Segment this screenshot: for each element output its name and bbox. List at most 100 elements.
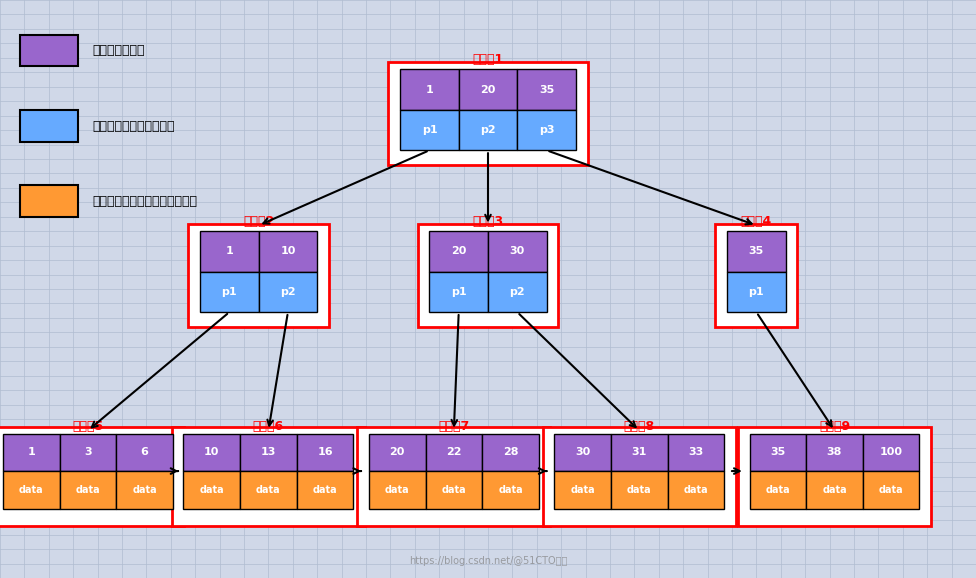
Text: p1: p1 bbox=[749, 287, 764, 297]
FancyBboxPatch shape bbox=[543, 427, 736, 526]
Text: 数据页5: 数据页5 bbox=[72, 421, 103, 434]
Bar bbox=[863, 434, 919, 471]
Text: 31: 31 bbox=[631, 447, 647, 457]
Bar bbox=[459, 110, 517, 150]
FancyBboxPatch shape bbox=[188, 224, 329, 327]
Bar bbox=[554, 434, 611, 471]
Text: 数据，即除了关键字之外的数据: 数据，即除了关键字之外的数据 bbox=[93, 195, 198, 208]
Bar bbox=[200, 272, 259, 312]
Bar bbox=[429, 272, 488, 312]
Bar bbox=[3, 434, 60, 471]
Text: 1: 1 bbox=[426, 84, 433, 95]
Text: 数据页1: 数据页1 bbox=[472, 54, 504, 66]
Bar bbox=[183, 434, 240, 471]
Text: 3: 3 bbox=[84, 447, 92, 457]
Text: data: data bbox=[19, 485, 44, 495]
Text: 6: 6 bbox=[141, 447, 148, 457]
Text: data: data bbox=[822, 485, 847, 495]
Text: data: data bbox=[683, 485, 709, 495]
Bar bbox=[488, 272, 547, 312]
Bar bbox=[482, 434, 539, 471]
Text: 10: 10 bbox=[204, 447, 220, 457]
Bar bbox=[426, 471, 482, 509]
Text: 20: 20 bbox=[389, 447, 405, 457]
Bar bbox=[259, 272, 317, 312]
Bar bbox=[183, 471, 240, 509]
Text: p2: p2 bbox=[509, 287, 525, 297]
Bar bbox=[60, 434, 116, 471]
Bar bbox=[240, 471, 297, 509]
Text: 指针，存储直接点的地址: 指针，存储直接点的地址 bbox=[93, 120, 176, 132]
Text: data: data bbox=[75, 485, 101, 495]
Text: 数据页7: 数据页7 bbox=[438, 421, 469, 434]
Text: p1: p1 bbox=[222, 287, 237, 297]
Text: 数据页8: 数据页8 bbox=[624, 421, 655, 434]
Text: data: data bbox=[132, 485, 157, 495]
FancyBboxPatch shape bbox=[357, 427, 550, 526]
Text: 16: 16 bbox=[317, 447, 333, 457]
Text: 数据页2: 数据页2 bbox=[243, 216, 274, 228]
Text: 100: 100 bbox=[879, 447, 903, 457]
Bar bbox=[727, 231, 786, 272]
Text: 30: 30 bbox=[575, 447, 590, 457]
Text: p1: p1 bbox=[451, 287, 467, 297]
Bar bbox=[200, 231, 259, 272]
Text: 10: 10 bbox=[280, 246, 296, 257]
Bar bbox=[517, 110, 576, 150]
Bar bbox=[806, 434, 863, 471]
Text: 35: 35 bbox=[749, 246, 764, 257]
Text: data: data bbox=[256, 485, 281, 495]
Bar bbox=[554, 471, 611, 509]
Bar bbox=[429, 231, 488, 272]
Text: https://blog.csdn.net/@51CTO博客: https://blog.csdn.net/@51CTO博客 bbox=[409, 557, 567, 566]
Text: p2: p2 bbox=[480, 125, 496, 135]
Text: data: data bbox=[441, 485, 467, 495]
Text: 数据页3: 数据页3 bbox=[472, 216, 504, 228]
FancyBboxPatch shape bbox=[418, 224, 558, 327]
Text: p1: p1 bbox=[422, 125, 437, 135]
Bar bbox=[459, 69, 517, 110]
Bar bbox=[727, 272, 786, 312]
Bar bbox=[3, 471, 60, 509]
Bar bbox=[369, 471, 426, 509]
Bar bbox=[240, 434, 297, 471]
Bar bbox=[611, 434, 668, 471]
Text: data: data bbox=[385, 485, 410, 495]
Text: 33: 33 bbox=[688, 447, 704, 457]
Text: 28: 28 bbox=[503, 447, 518, 457]
Bar bbox=[20, 35, 78, 66]
Bar bbox=[116, 471, 173, 509]
Bar bbox=[806, 471, 863, 509]
FancyBboxPatch shape bbox=[388, 62, 588, 165]
Text: p2: p2 bbox=[280, 287, 296, 297]
Text: data: data bbox=[570, 485, 595, 495]
Text: data: data bbox=[765, 485, 791, 495]
Bar bbox=[750, 434, 806, 471]
FancyBboxPatch shape bbox=[738, 427, 931, 526]
FancyBboxPatch shape bbox=[172, 427, 365, 526]
Bar bbox=[116, 434, 173, 471]
Text: data: data bbox=[878, 485, 904, 495]
Bar bbox=[668, 434, 724, 471]
Text: p3: p3 bbox=[539, 125, 554, 135]
Bar bbox=[863, 471, 919, 509]
Text: data: data bbox=[312, 485, 338, 495]
Text: 38: 38 bbox=[827, 447, 842, 457]
Bar bbox=[426, 434, 482, 471]
Text: 数据页9: 数据页9 bbox=[819, 421, 850, 434]
Text: data: data bbox=[498, 485, 523, 495]
Text: 22: 22 bbox=[446, 447, 462, 457]
Text: 35: 35 bbox=[539, 84, 554, 95]
Bar bbox=[297, 471, 353, 509]
FancyBboxPatch shape bbox=[0, 427, 184, 526]
Bar bbox=[611, 471, 668, 509]
Text: 35: 35 bbox=[770, 447, 786, 457]
Text: 13: 13 bbox=[261, 447, 276, 457]
Bar bbox=[60, 471, 116, 509]
Text: data: data bbox=[627, 485, 652, 495]
Text: 数据页6: 数据页6 bbox=[253, 421, 284, 434]
Text: 30: 30 bbox=[509, 246, 525, 257]
Bar bbox=[668, 471, 724, 509]
Bar bbox=[400, 69, 459, 110]
Text: data: data bbox=[199, 485, 224, 495]
